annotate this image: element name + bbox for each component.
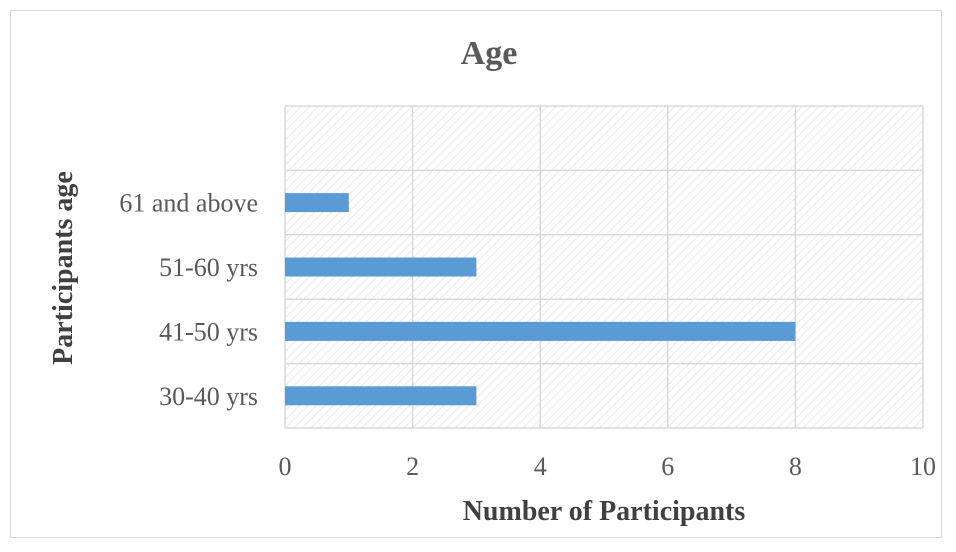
y-axis-title: Participants age <box>48 171 79 365</box>
y-tick-labels: 30-40 yrs 41-50 yrs 51-60 yrs 61 and above <box>119 189 258 411</box>
gridlines <box>284 105 924 429</box>
x-tick-label: 4 <box>534 452 547 481</box>
x-tick-label: 8 <box>789 452 802 481</box>
x-tick-labels: 0 2 4 6 8 10 <box>279 452 937 481</box>
x-tick-label: 6 <box>661 452 674 481</box>
bars <box>285 193 796 406</box>
x-tick-label: 2 <box>406 452 419 481</box>
y-tick-label: 30-40 yrs <box>159 382 258 411</box>
x-axis-title: Number of Participants <box>463 496 746 527</box>
y-tick-label: 41-50 yrs <box>159 317 258 346</box>
bar-51-60-yrs <box>285 257 477 277</box>
y-tick-label: 51-60 yrs <box>159 253 258 282</box>
y-tick-label: 61 and above <box>119 189 258 218</box>
bar-61-and-above <box>285 193 349 213</box>
x-tick-label: 10 <box>910 452 936 481</box>
x-tick-label: 0 <box>279 452 292 481</box>
bar-30-40-yrs <box>285 386 477 406</box>
bar-41-50-yrs <box>285 321 796 341</box>
chart-title: Age <box>461 35 518 72</box>
